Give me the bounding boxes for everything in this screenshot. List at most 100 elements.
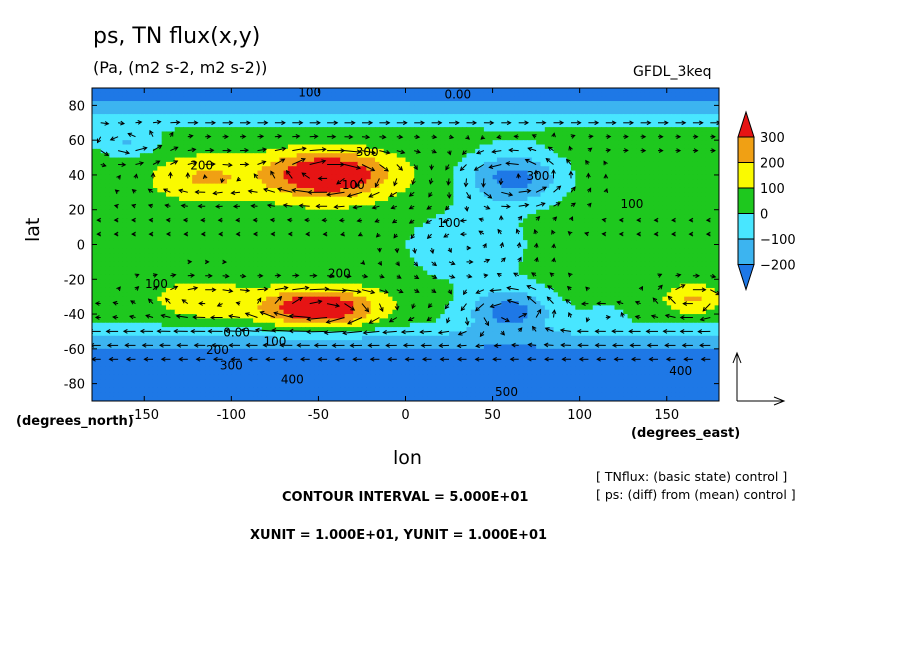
field-cell xyxy=(213,101,219,106)
field-cell xyxy=(283,201,289,206)
field-cell xyxy=(248,214,254,220)
field-cell xyxy=(684,205,690,211)
field-cell xyxy=(505,187,511,193)
field-cell xyxy=(113,127,119,133)
field-cell xyxy=(701,88,707,93)
field-cell xyxy=(401,127,407,133)
field-cell xyxy=(653,161,659,167)
field-cell xyxy=(697,114,703,120)
field-cell xyxy=(261,192,267,198)
field-cell xyxy=(222,166,228,172)
field-cell xyxy=(240,114,245,120)
field-cell xyxy=(666,144,672,150)
field-cell xyxy=(161,231,167,237)
field-cell xyxy=(610,109,616,115)
field-cell xyxy=(466,118,472,124)
field-cell xyxy=(514,192,520,198)
field-cell xyxy=(614,96,620,102)
field-cell xyxy=(139,201,145,206)
field-cell xyxy=(235,148,241,154)
field-cell xyxy=(92,131,97,137)
field-cell xyxy=(435,101,441,106)
field-cell xyxy=(536,157,542,163)
field-cell xyxy=(514,157,520,163)
field-cell xyxy=(296,174,302,180)
field-cell xyxy=(361,227,367,233)
field-cell xyxy=(701,96,707,102)
field-cell xyxy=(636,187,642,193)
field-cell xyxy=(192,174,198,180)
field-cell xyxy=(557,140,563,146)
field-cell xyxy=(305,114,311,120)
field-cell xyxy=(131,205,137,211)
field-cell xyxy=(618,153,624,159)
field-cell xyxy=(636,192,642,198)
field-cell xyxy=(414,183,420,189)
field-cell xyxy=(100,179,106,185)
field-cell xyxy=(444,114,450,120)
field-cell xyxy=(196,114,202,120)
field-cell xyxy=(697,101,703,106)
field-cell xyxy=(427,209,433,215)
field-cell xyxy=(644,153,650,159)
field-cell xyxy=(636,209,642,215)
field-cell xyxy=(166,114,171,120)
field-cell xyxy=(675,118,681,124)
field-cell xyxy=(401,92,407,98)
field-cell xyxy=(505,144,511,150)
field-cell xyxy=(710,122,716,128)
field-cell xyxy=(514,196,520,202)
field-cell xyxy=(614,135,620,141)
field-cell xyxy=(240,235,245,241)
field-cell xyxy=(226,166,232,172)
field-cell xyxy=(274,196,280,202)
field-cell xyxy=(518,148,524,154)
field-cell xyxy=(396,222,402,228)
field-cell xyxy=(105,122,111,128)
field-cell xyxy=(692,127,698,133)
field-cell xyxy=(557,114,563,120)
field-cell xyxy=(435,144,441,150)
field-cell xyxy=(305,187,311,193)
field-cell xyxy=(361,101,367,106)
field-cell xyxy=(475,183,481,189)
field-cell xyxy=(614,148,620,154)
field-cell xyxy=(396,183,402,189)
field-cell xyxy=(679,214,685,220)
field-cell xyxy=(187,179,193,185)
field-cell xyxy=(422,196,428,202)
field-cell xyxy=(148,157,154,163)
field-cell xyxy=(92,214,97,220)
field-cell xyxy=(501,135,507,141)
field-cell xyxy=(579,157,585,163)
field-cell xyxy=(514,118,520,124)
field-cell xyxy=(253,166,259,172)
field-cell xyxy=(679,144,685,150)
field-cell xyxy=(705,179,711,185)
field-cell xyxy=(501,214,507,220)
field-cell xyxy=(383,148,389,154)
field-cell xyxy=(440,227,446,233)
field-cell xyxy=(418,179,424,185)
field-cell xyxy=(196,92,202,98)
field-cell xyxy=(274,222,280,228)
field-cell xyxy=(357,92,363,98)
field-cell xyxy=(361,135,367,141)
field-cell xyxy=(196,183,202,189)
field-cell xyxy=(631,135,637,141)
field-cell xyxy=(549,140,555,146)
field-cell xyxy=(675,140,681,146)
field-cell xyxy=(401,183,407,189)
field-cell xyxy=(174,187,180,193)
field-cell xyxy=(213,88,219,93)
field-cell xyxy=(292,196,298,202)
field-cell xyxy=(597,205,603,211)
field-cell xyxy=(610,218,616,224)
field-cell xyxy=(361,179,367,185)
field-cell xyxy=(418,227,424,233)
field-cell xyxy=(100,174,106,180)
field-cell xyxy=(388,131,394,137)
field-cell xyxy=(161,174,167,180)
field-cell xyxy=(301,127,306,133)
field-cell xyxy=(671,118,677,124)
